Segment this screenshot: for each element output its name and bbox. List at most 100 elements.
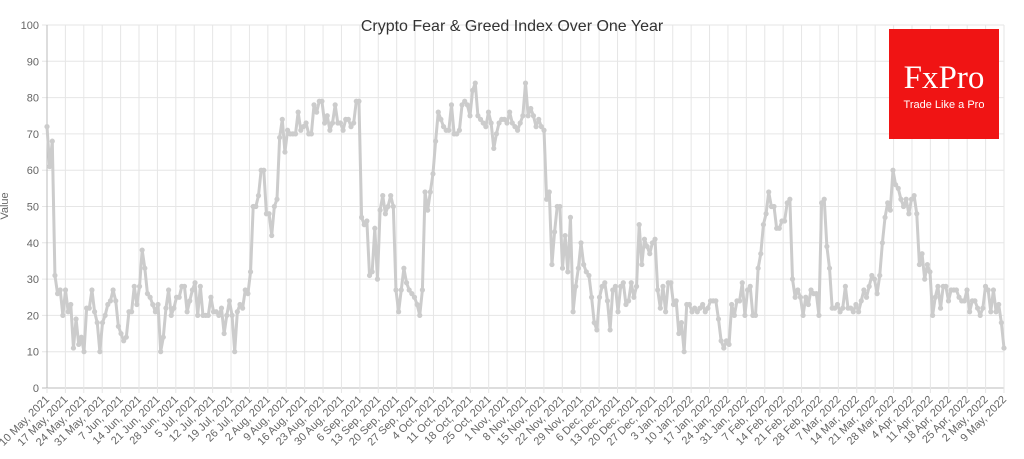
- data-point: [895, 185, 901, 191]
- data-point: [641, 236, 648, 242]
- data-point: [176, 294, 182, 300]
- data-point: [430, 171, 436, 177]
- data-point: [670, 301, 677, 308]
- data-point: [152, 309, 158, 315]
- data-point: [525, 113, 531, 119]
- data-point: [887, 207, 893, 213]
- data-point: [351, 120, 357, 126]
- data-point: [504, 120, 510, 126]
- logo-brand: FxPro: [903, 60, 985, 96]
- data-point: [657, 305, 663, 311]
- data-point: [607, 327, 613, 333]
- data-point: [155, 301, 161, 308]
- data-point: [840, 305, 846, 311]
- data-point: [660, 283, 666, 289]
- data-point: [68, 301, 74, 308]
- data-point: [136, 283, 143, 289]
- data-point: [985, 287, 991, 293]
- data-point: [945, 298, 952, 304]
- data-point: [427, 189, 433, 195]
- data-point: [464, 102, 470, 108]
- data-point: [713, 298, 719, 304]
- data-point: [821, 196, 827, 202]
- data-point: [573, 283, 579, 289]
- data-point: [374, 276, 381, 282]
- data-point: [697, 305, 703, 311]
- data-point: [869, 272, 875, 279]
- data-point: [1001, 345, 1007, 351]
- data-point: [364, 218, 370, 224]
- data-point: [501, 116, 507, 122]
- data-point: [195, 312, 201, 318]
- y-tick-label: 10: [27, 347, 39, 359]
- data-point: [544, 196, 550, 202]
- data-point: [850, 309, 856, 315]
- data-point: [485, 109, 492, 115]
- data-point: [649, 240, 655, 246]
- data-point: [163, 305, 169, 311]
- data-point: [279, 116, 285, 122]
- data-point: [446, 127, 452, 133]
- data-point: [94, 320, 100, 326]
- data-point: [340, 127, 346, 133]
- data-point: [81, 349, 87, 355]
- data-point: [528, 105, 534, 112]
- data-point: [512, 124, 518, 130]
- data-point: [739, 280, 745, 286]
- data-point: [97, 349, 103, 355]
- data-point: [388, 193, 394, 199]
- data-point: [147, 294, 153, 300]
- data-point: [160, 334, 166, 340]
- data-point: [647, 251, 653, 257]
- data-point: [692, 305, 698, 311]
- data-point: [520, 113, 526, 119]
- data-point: [121, 338, 127, 344]
- data-point: [628, 280, 634, 286]
- data-point: [996, 301, 1002, 308]
- data-point: [800, 312, 806, 318]
- data-point: [277, 134, 283, 141]
- data-point: [747, 283, 753, 289]
- data-point: [324, 113, 330, 119]
- data-point: [930, 312, 936, 318]
- data-point: [533, 124, 539, 130]
- data-point: [694, 309, 700, 315]
- data-point: [398, 287, 404, 293]
- data-point: [229, 312, 235, 318]
- data-point: [588, 294, 595, 300]
- data-point: [993, 309, 999, 315]
- data-point: [337, 120, 344, 126]
- data-point: [932, 294, 938, 300]
- data-point: [369, 269, 375, 275]
- y-tick-label: 60: [27, 165, 39, 177]
- data-point: [842, 283, 848, 289]
- data-point: [348, 124, 354, 130]
- data-point: [893, 182, 899, 188]
- data-point: [567, 214, 574, 220]
- data-point: [514, 127, 521, 133]
- data-point: [253, 203, 259, 210]
- data-point: [332, 102, 338, 108]
- data-point: [517, 120, 523, 126]
- data-point: [52, 272, 58, 279]
- data-point: [144, 291, 151, 297]
- data-point: [610, 287, 616, 293]
- data-point: [166, 287, 172, 293]
- data-point: [652, 236, 658, 242]
- data-point: [221, 330, 227, 337]
- grid: [42, 24, 1005, 393]
- data-point: [319, 98, 325, 104]
- data-point: [988, 309, 994, 315]
- data-point: [604, 298, 611, 304]
- data-point: [866, 283, 872, 289]
- data-point: [491, 145, 497, 152]
- data-point: [361, 222, 367, 228]
- data-point: [972, 298, 978, 304]
- data-point: [62, 287, 69, 293]
- data-point: [409, 291, 415, 297]
- data-point: [581, 261, 587, 268]
- data-point: [789, 276, 796, 282]
- data-point: [292, 131, 299, 137]
- data-point: [496, 120, 502, 126]
- data-point: [721, 345, 727, 351]
